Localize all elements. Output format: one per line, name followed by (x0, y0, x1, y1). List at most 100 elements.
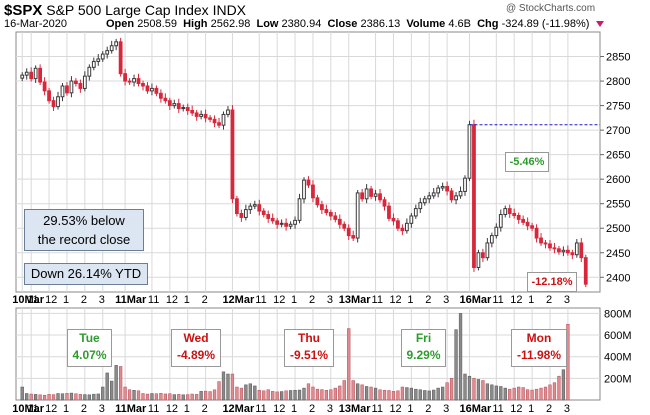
volume-bar (132, 390, 136, 401)
volume-bar (503, 387, 507, 401)
candle-body (565, 249, 570, 254)
x-tick-label: 1 (63, 403, 69, 415)
chg-label: Chg (477, 18, 499, 30)
price-tick-label: 2700 (606, 125, 630, 137)
volume-bar (490, 384, 494, 401)
candle-body (543, 242, 548, 245)
x-tick-label: 11Mar (115, 294, 147, 306)
x-tick-label: 1 (407, 294, 413, 306)
volume-bar (418, 389, 422, 401)
volume-bar (127, 389, 132, 401)
chart-title: $SPX S&P 500 Large Cap Index INDX (4, 2, 246, 19)
candle-body (507, 208, 512, 215)
x-tick-label: 12 (389, 294, 401, 306)
candle-body (351, 235, 356, 239)
volume-bar (262, 390, 266, 401)
candle-body (230, 109, 235, 200)
day-box-tue: Tue 4.07% (67, 329, 112, 367)
price-tick-label: 2400 (606, 272, 630, 284)
candle-body (145, 85, 150, 92)
x-tick-label: 3 (443, 294, 449, 306)
candle-body (324, 209, 329, 214)
candle-body (154, 87, 159, 94)
chart-date: 16-Mar-2020 (4, 18, 67, 30)
volume-bar (69, 392, 74, 401)
candle-body (400, 227, 405, 232)
candle-body (481, 252, 485, 259)
candle-body (252, 204, 257, 207)
volume-bar (29, 393, 33, 401)
candle-body (355, 192, 360, 239)
x-tick-label: 3 (99, 403, 105, 415)
volume-bar (561, 369, 566, 401)
volume-bar (552, 382, 557, 401)
candle-body (570, 252, 575, 256)
x-tick-label: 1 (528, 294, 534, 306)
candle-body (396, 220, 400, 229)
volume-bar (320, 389, 324, 401)
mon-pct-label: -12.18% (527, 272, 577, 292)
x-tick-label: 11 (255, 403, 266, 415)
volume-bar (400, 386, 405, 401)
x-tick-label: 3 (327, 403, 333, 415)
volume-bar (208, 391, 212, 401)
volume-bar (548, 384, 552, 401)
day-name-wed: Wed (183, 331, 209, 345)
candle-body (105, 50, 110, 55)
volume-bar (150, 393, 154, 401)
candle-body (132, 78, 136, 83)
candle-body (87, 66, 92, 77)
candle-body (185, 107, 190, 111)
volume-bar (288, 390, 293, 401)
day-pct-fri: 9.29% (406, 348, 441, 362)
x-tick-label: 2 (309, 403, 315, 415)
candle-body (163, 97, 168, 102)
volume-bar (432, 389, 436, 401)
candle-body (78, 83, 83, 89)
price-tick-label: 2450 (606, 248, 630, 260)
candle-body (275, 220, 280, 225)
day-box-wed: Wed -4.89% (171, 329, 221, 367)
candle-body (65, 85, 69, 94)
volume-bar (463, 373, 467, 401)
candle-body (436, 187, 441, 194)
candle-body (69, 80, 74, 94)
volume-bar (449, 378, 454, 401)
price-tick-label: 2850 (606, 52, 630, 64)
day-name-tue: Tue (79, 331, 100, 345)
chg-value: -324.89 (-11.98%) (501, 18, 590, 30)
volume-bar (382, 390, 387, 401)
candle-body (194, 112, 199, 117)
volume-bar (74, 393, 78, 401)
candle-body (96, 58, 101, 62)
candle-body (454, 195, 458, 201)
low-label: Low (256, 18, 279, 30)
candle-body (243, 209, 248, 218)
candle-body (557, 248, 561, 253)
candle-body (208, 117, 212, 120)
day-pct-wed: -4.89% (176, 348, 216, 362)
day-pct-tue: 4.07% (72, 348, 107, 362)
volume-bar (253, 385, 257, 401)
volume-bar (539, 387, 543, 401)
volume-bar (481, 380, 485, 401)
candle-body (409, 215, 414, 224)
volume-bar (195, 394, 199, 401)
volume-bar (476, 379, 481, 401)
x-tick-label: 11Mar (115, 403, 147, 415)
x-tick-label: 2 (81, 294, 87, 306)
volume-label: Volume (406, 18, 446, 30)
volume-bar (266, 389, 270, 401)
x-tick-label: 12 (166, 294, 178, 306)
x-tick-label: 2 (425, 294, 431, 306)
volume-bar (360, 384, 364, 401)
candle-body (226, 109, 230, 115)
volume-bar (445, 382, 449, 401)
x-tick-label: 11 (492, 403, 503, 415)
candle-body (293, 219, 297, 225)
volume-bar (87, 394, 91, 401)
x-tick-label: 10Mar (12, 403, 45, 415)
volume-bar (364, 386, 369, 401)
day-name-thu: Thu (298, 331, 320, 345)
candle-body (74, 80, 78, 85)
